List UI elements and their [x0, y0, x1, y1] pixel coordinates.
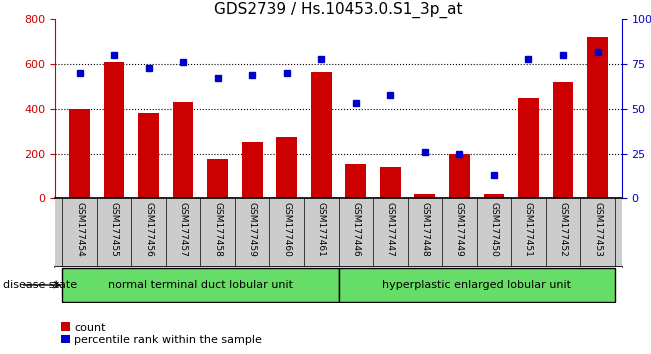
Bar [62, 268, 339, 302]
Text: GSM177456: GSM177456 [144, 202, 153, 257]
Text: GSM177458: GSM177458 [213, 202, 222, 257]
Bar [339, 268, 615, 302]
Text: GSM177448: GSM177448 [421, 202, 430, 256]
Text: GSM177452: GSM177452 [559, 202, 568, 256]
Text: GSM177447: GSM177447 [386, 202, 395, 256]
Bar [104, 62, 124, 198]
Bar [484, 194, 505, 198]
Text: GSM177460: GSM177460 [283, 202, 291, 257]
Bar [380, 167, 400, 198]
Text: disease state: disease state [3, 280, 77, 290]
Bar [587, 38, 608, 198]
Bar [518, 98, 539, 198]
Bar [242, 142, 262, 198]
Bar [449, 154, 470, 198]
Text: GSM177454: GSM177454 [75, 202, 84, 256]
Bar [415, 194, 436, 198]
Text: GSM177461: GSM177461 [317, 202, 326, 257]
Text: normal terminal duct lobular unit: normal terminal duct lobular unit [108, 280, 293, 290]
Bar [207, 159, 228, 198]
Text: GSM177450: GSM177450 [490, 202, 499, 257]
Bar [311, 72, 331, 198]
Text: GSM177455: GSM177455 [109, 202, 118, 257]
Bar [138, 113, 159, 198]
Title: GDS2739 / Hs.10453.0.S1_3p_at: GDS2739 / Hs.10453.0.S1_3p_at [214, 2, 463, 18]
Bar [553, 82, 574, 198]
Bar [173, 102, 193, 198]
Legend: count, percentile rank within the sample: count, percentile rank within the sample [61, 322, 262, 345]
Text: GSM177457: GSM177457 [178, 202, 187, 257]
Bar [69, 109, 90, 198]
Bar [277, 137, 297, 198]
Text: hyperplastic enlarged lobular unit: hyperplastic enlarged lobular unit [382, 280, 571, 290]
Text: GSM177451: GSM177451 [524, 202, 533, 257]
Text: GSM177449: GSM177449 [455, 202, 464, 256]
Text: GSM177459: GSM177459 [247, 202, 256, 257]
Text: GSM177453: GSM177453 [593, 202, 602, 257]
Text: GSM177446: GSM177446 [352, 202, 360, 256]
Bar [346, 164, 366, 198]
